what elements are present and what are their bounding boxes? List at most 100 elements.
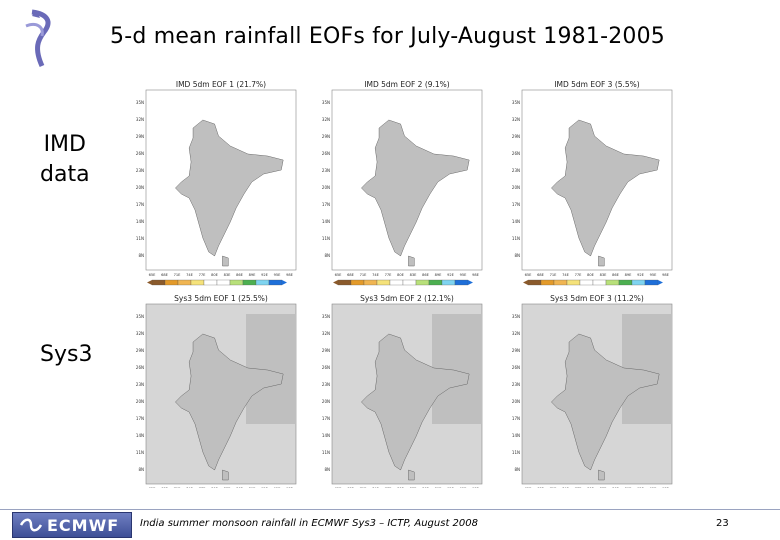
panel-title: IMD 5dm EOF 2 (9.1%) <box>364 80 450 89</box>
lat-tick-label: 20N <box>136 399 144 404</box>
lon-tick-label: 92E <box>637 487 645 488</box>
colorbar-segment <box>428 279 443 286</box>
lat-tick-label: 17N <box>322 202 330 207</box>
lon-tick-label: 95E <box>274 487 282 488</box>
lat-tick-label: 17N <box>512 416 520 421</box>
lon-tick-label: 77E <box>385 273 393 277</box>
ecmwf-logo-text: ECMWF <box>47 516 120 535</box>
lon-tick-label: 86E <box>612 273 620 277</box>
lat-tick-label: 32N <box>322 117 330 122</box>
colorbar-segment <box>540 279 555 286</box>
lat-tick-label: 11N <box>322 236 330 241</box>
colorbar-segment <box>203 279 218 286</box>
page-number: 23 <box>716 518 729 529</box>
sri-lanka-land <box>598 255 605 267</box>
lon-tick-label: 74E <box>372 273 380 277</box>
sri-lanka-land <box>222 469 229 481</box>
colorbar-right-arrow <box>282 280 287 285</box>
lon-tick-label: 98E <box>286 273 294 277</box>
lon-tick-label: 74E <box>186 273 194 277</box>
lon-tick-label: 77E <box>199 487 207 488</box>
colorbar-segment <box>350 279 365 286</box>
lon-tick-label: 68E <box>537 273 545 277</box>
colorbar-segment <box>566 279 581 286</box>
lon-tick-label: 83E <box>224 487 232 488</box>
lat-tick-label: 23N <box>322 382 330 387</box>
lon-tick-label: 77E <box>575 273 583 277</box>
map-sys3-eof2: 35N 32N 29N 26N 23N 20N 17N 14N 11N 8N 65E 68E 71E 74… <box>322 294 483 488</box>
lat-tick-label: 35N <box>136 100 144 105</box>
colorbar-right-arrow <box>468 280 473 285</box>
lon-tick-label: 83E <box>600 487 608 488</box>
footer-caption: India summer monsoon rainfall in ECMWF S… <box>140 518 479 529</box>
colorbar-segment <box>376 279 391 286</box>
panel-sys3-eof1: 35N 32N 29N 26N 23N 20N 17N 14N 11N 8N 65E 68E 71E 74… <box>132 292 302 492</box>
colorbar-left-arrow <box>523 280 528 285</box>
colorbar-segment <box>579 279 594 286</box>
colorbar-segment <box>527 279 542 286</box>
colorbar-segment <box>631 279 646 286</box>
panel-imd-eof2: 35N 32N 29N 26N 23N 20N 17N 14N 11N 8N 65E 68E 71E 74… <box>318 78 488 286</box>
lat-tick-label: 26N <box>136 365 144 370</box>
lat-tick-label: 29N <box>512 134 520 139</box>
colorbar-segment <box>242 279 257 286</box>
lat-tick-label: 32N <box>322 331 330 336</box>
lon-tick-label: 89E <box>625 487 633 488</box>
lat-tick-label: 26N <box>512 151 520 156</box>
lat-tick-label: 23N <box>136 168 144 173</box>
colorbar-segment <box>553 279 568 286</box>
sri-lanka-land <box>222 255 229 267</box>
map-imd-eof2: 35N 32N 29N 26N 23N 20N 17N 14N 11N 8N 65E 68E 71E 74… <box>322 80 483 286</box>
colorbar-segment <box>592 279 607 286</box>
lon-tick-label: 71E <box>360 273 368 277</box>
lon-tick-label: 89E <box>249 273 257 277</box>
lon-tick-label: 65E <box>335 273 343 277</box>
lat-tick-label: 11N <box>136 450 144 455</box>
india-land <box>361 119 470 257</box>
lon-tick-label: 71E <box>550 487 558 488</box>
lat-tick-label: 32N <box>136 117 144 122</box>
lon-tick-label: 98E <box>662 487 670 488</box>
lon-tick-label: 98E <box>472 487 480 488</box>
lat-tick-label: 17N <box>512 202 520 207</box>
ecmwf-swirl-icon <box>19 518 43 532</box>
panel-title: Sys3 5dm EOF 3 (11.2%) <box>550 294 644 303</box>
panel-title: IMD 5dm EOF 3 (5.5%) <box>554 80 640 89</box>
lat-tick-label: 20N <box>512 185 520 190</box>
map-sys3-eof1: 35N 32N 29N 26N 23N 20N 17N 14N 11N 8N 65E 68E 71E 74… <box>136 294 297 488</box>
lon-tick-label: 83E <box>224 273 232 277</box>
row-label-imd: IMD data <box>40 130 90 190</box>
lon-tick-label: 86E <box>612 487 620 488</box>
lon-tick-label: 80E <box>211 487 219 488</box>
lat-tick-label: 20N <box>136 185 144 190</box>
lat-tick-label: 8N <box>514 467 520 472</box>
colorbar-segment <box>618 279 633 286</box>
lat-tick-label: 11N <box>512 236 520 241</box>
panel-imd-eof1: 35N 32N 29N 26N 23N 20N 17N 14N 11N 8N 65E 68E 71E 74… <box>132 78 302 286</box>
lon-tick-label: 80E <box>211 273 219 277</box>
lon-tick-label: 86E <box>422 487 430 488</box>
lat-tick-label: 26N <box>136 151 144 156</box>
lon-tick-label: 68E <box>347 487 355 488</box>
lon-tick-label: 65E <box>335 487 343 488</box>
colorbar-segment <box>216 279 231 286</box>
lat-tick-label: 29N <box>512 348 520 353</box>
lon-tick-label: 86E <box>236 273 244 277</box>
lon-tick-label: 86E <box>236 487 244 488</box>
colorbar-segment <box>605 279 620 286</box>
lat-tick-label: 14N <box>322 219 330 224</box>
lat-tick-label: 20N <box>512 399 520 404</box>
lat-tick-label: 35N <box>512 100 520 105</box>
india-land <box>361 333 470 471</box>
india-land <box>175 333 284 471</box>
sri-lanka-land <box>408 255 415 267</box>
panel-title: Sys3 5dm EOF 1 (25.5%) <box>174 294 268 303</box>
lon-tick-label: 80E <box>587 273 595 277</box>
lon-tick-label: 71E <box>550 273 558 277</box>
lon-tick-label: 71E <box>360 487 368 488</box>
lon-tick-label: 80E <box>587 487 595 488</box>
colorbar-segment <box>268 279 283 286</box>
ecmwf-logo: ECMWF <box>12 512 132 538</box>
row-label-imd-line2: data <box>40 162 90 187</box>
lat-tick-label: 14N <box>136 219 144 224</box>
